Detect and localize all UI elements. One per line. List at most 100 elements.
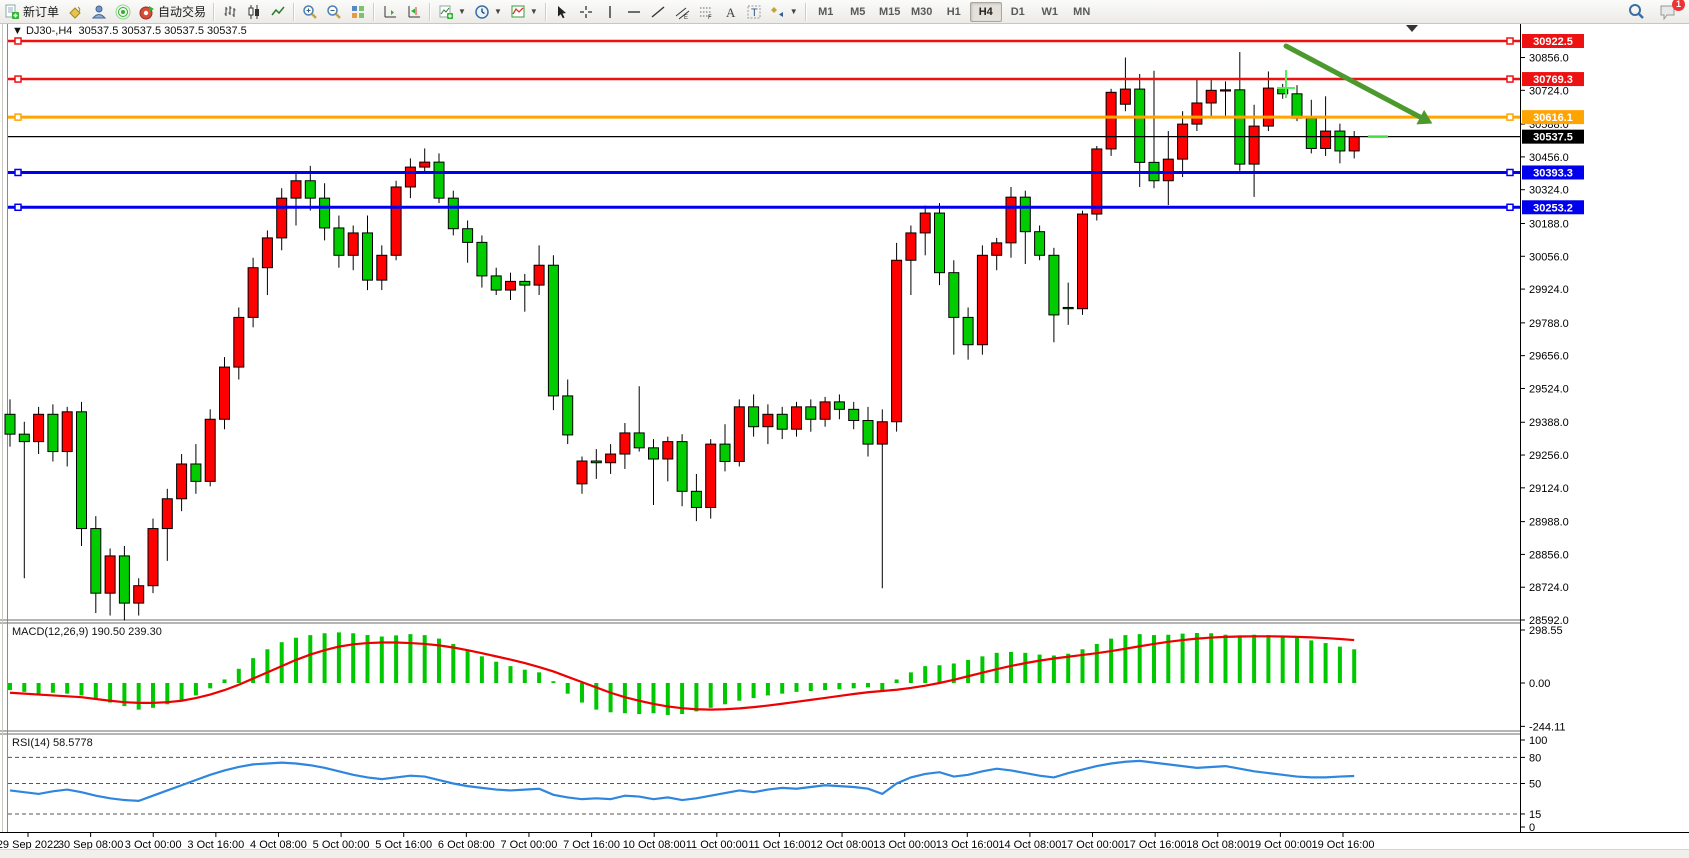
candle-body-up — [1005, 196, 1017, 244]
cursor-icon — [554, 4, 570, 20]
notification-count-badge: 1 — [1672, 0, 1685, 11]
hline-handle[interactable] — [1506, 37, 1514, 45]
fibonacci-button[interactable]: F — [694, 1, 718, 23]
auto-trading-button[interactable]: 自动交易 — [135, 1, 210, 23]
crosshair-icon — [578, 4, 594, 20]
trend-arrow-head[interactable] — [1416, 109, 1433, 125]
price-tick-label: 29256.0 — [1529, 450, 1569, 462]
price-badge-label: 30537.5 — [1533, 132, 1573, 144]
candle-body-up — [33, 413, 45, 443]
hline-handle[interactable] — [14, 37, 22, 45]
candle-body-down — [490, 275, 502, 291]
macd-tick-label: 298.55 — [1529, 625, 1563, 637]
trendline-button[interactable] — [646, 1, 670, 23]
timeframe-m30-button[interactable]: M30 — [911, 5, 933, 18]
styles-bucket-button[interactable] — [63, 1, 87, 23]
timeframe-m5-button[interactable]: M5 — [850, 5, 866, 18]
hline-handle[interactable] — [14, 75, 22, 83]
time-tick-label: 3 Oct 00:00 — [125, 839, 182, 851]
time-tick-label: 13 Oct 16:00 — [936, 839, 999, 851]
candle-body-up — [404, 166, 416, 188]
hline-handle[interactable] — [1506, 168, 1514, 177]
hline-handle[interactable] — [14, 203, 22, 212]
hline-handle[interactable] — [14, 113, 22, 121]
candle-body-down — [1048, 254, 1060, 316]
toolbar-separator — [293, 2, 296, 21]
candle-body-up — [261, 237, 273, 269]
hline-handle[interactable] — [1506, 113, 1514, 121]
new-order-button[interactable]: 新订单 — [0, 1, 63, 23]
bar-chart-button[interactable] — [218, 1, 242, 23]
window-bottom-strip — [0, 849, 1689, 858]
rsi-tick-label: 100 — [1529, 735, 1547, 747]
rsi-tick-label: 50 — [1529, 779, 1541, 791]
timeframe-h1-button[interactable]: H1 — [946, 5, 961, 18]
candle-body-up — [104, 555, 116, 594]
price-tick-label: 28856.0 — [1529, 549, 1569, 561]
trend-arrow-line[interactable] — [1283, 43, 1423, 120]
chevron-down-icon[interactable]: ▼ — [789, 7, 798, 16]
price-tick-label: 29388.0 — [1529, 417, 1569, 429]
candle-body-up — [1091, 148, 1103, 215]
chevron-down-icon[interactable]: ▼ — [493, 7, 502, 16]
new-chart-button[interactable]: ▼ — [434, 1, 470, 23]
chevron-down-icon[interactable]: ▼ — [529, 7, 538, 16]
text-button[interactable]: A — [718, 1, 742, 23]
chart-shift-button[interactable] — [402, 1, 426, 23]
crosshair-button[interactable] — [574, 1, 598, 23]
candle-body-up — [176, 463, 188, 500]
text-label-button[interactable]: T — [742, 1, 766, 23]
time-tick-label: 30 Sep 08:00 — [58, 839, 123, 851]
candle-body-up — [705, 443, 717, 508]
price-tick-label: 30456.0 — [1529, 152, 1569, 164]
tile-windows-button[interactable] — [346, 1, 370, 23]
notifications-button[interactable]: 1 — [1655, 0, 1685, 23]
cursor-button[interactable] — [550, 1, 574, 23]
candlestick-chart-button[interactable] — [242, 1, 266, 23]
time-tick-label: 6 Oct 08:00 — [438, 839, 495, 851]
line-chart-button[interactable] — [266, 1, 290, 23]
candle-body-down — [433, 161, 445, 199]
hline-handle[interactable] — [1506, 75, 1514, 83]
rsi-tick-label: 0 — [1529, 822, 1535, 834]
timeframe-mn-button[interactable]: MN — [1073, 5, 1091, 18]
candle-body-up — [1348, 136, 1360, 152]
hline-handle[interactable] — [14, 168, 22, 177]
timeframe-d1-button[interactable]: D1 — [1010, 5, 1025, 18]
period-button[interactable]: ▼ — [470, 1, 506, 23]
zoom-out-button[interactable] — [322, 1, 346, 23]
auto-scroll-button[interactable] — [378, 1, 402, 23]
macd-tick-label: -244.11 — [1529, 721, 1566, 733]
chart-shift-marker[interactable] — [1406, 25, 1418, 32]
svg-text:F: F — [708, 15, 712, 20]
timeframe-m1-button[interactable]: M1 — [818, 5, 834, 18]
candle-body-up — [576, 460, 588, 485]
chevron-down-icon[interactable]: ▼ — [458, 7, 466, 16]
equidistant-channel-button[interactable]: E — [670, 1, 694, 23]
shapes-icon — [770, 4, 786, 20]
svg-text:E: E — [684, 15, 688, 20]
timeframe-m15-button[interactable]: M15 — [879, 5, 901, 18]
time-tick-label: 13 Oct 00:00 — [873, 839, 936, 851]
horizontal-line-button[interactable] — [622, 1, 646, 23]
timeframe-h4-button[interactable]: H4 — [969, 1, 1002, 22]
candle-body-down — [562, 395, 574, 436]
arrows-button[interactable]: ▼ — [766, 1, 802, 23]
indicators-button[interactable]: ▼ — [506, 1, 542, 23]
search-button[interactable] — [1624, 1, 1649, 23]
signals-button[interactable] — [111, 1, 135, 23]
hline-handle[interactable] — [1506, 203, 1514, 212]
toolbar-separator — [373, 2, 376, 21]
vertical-line-button[interactable] — [598, 1, 622, 23]
chart-dropdown-arrow[interactable]: ▼ — [12, 25, 23, 37]
bars-icon — [222, 4, 238, 20]
price-badge-label: 30393.3 — [1533, 167, 1573, 179]
candle-body-up — [290, 180, 302, 199]
candle-body-down — [648, 447, 659, 460]
profiles-button[interactable] — [87, 1, 111, 23]
timeframe-w1-button[interactable]: W1 — [1041, 5, 1058, 18]
candle-body-up — [1177, 123, 1189, 160]
zoom-in-button[interactable] — [298, 1, 322, 23]
candle-body-up — [1162, 158, 1174, 182]
candle-body-down — [748, 406, 760, 428]
